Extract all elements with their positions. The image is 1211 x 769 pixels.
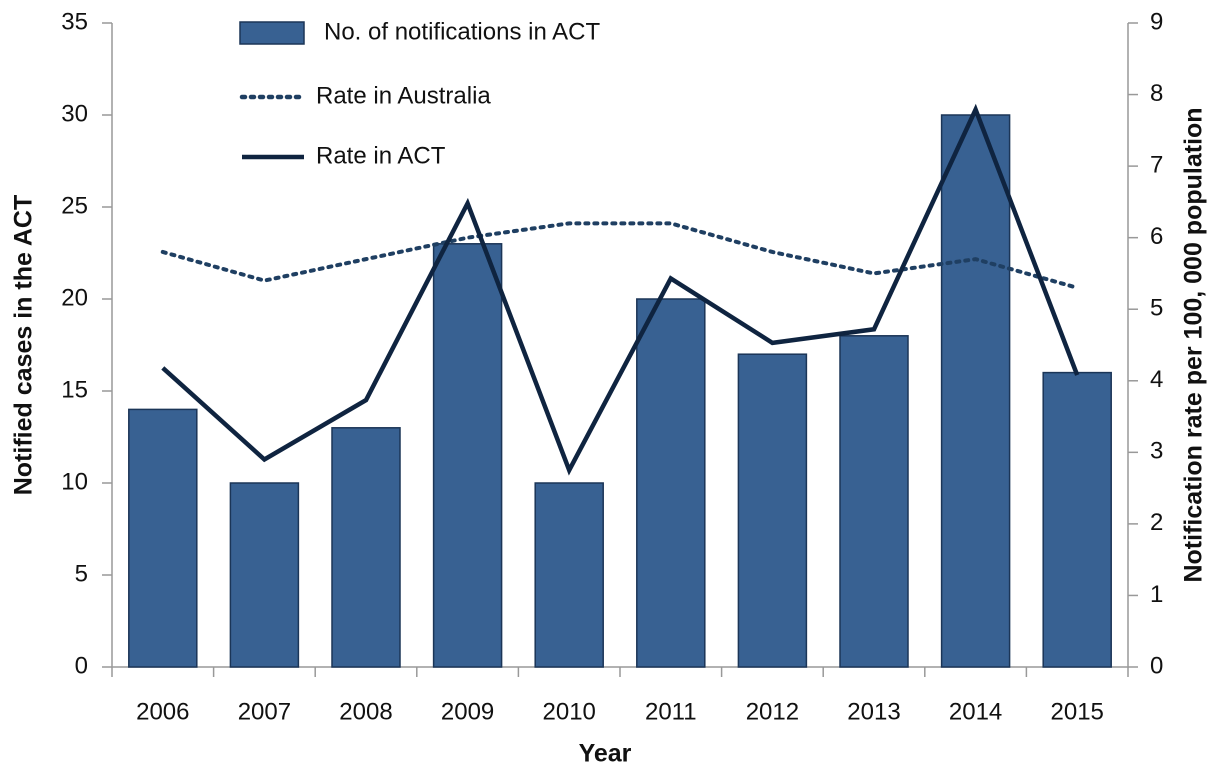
y2-tick-label: 3: [1150, 438, 1163, 465]
bar: [839, 335, 909, 668]
legend-label: No. of notifications in ACT: [324, 18, 600, 45]
y2-tick-label: 8: [1150, 80, 1163, 107]
y-tick-label: 35: [61, 8, 88, 35]
y-tick-label: 20: [61, 284, 88, 311]
legend-label: Rate in ACT: [316, 142, 446, 169]
bar: [229, 482, 300, 668]
x-tick-label: 2015: [1051, 698, 1104, 725]
y-tick-label: 10: [61, 468, 88, 495]
bar: [432, 243, 503, 668]
line: [161, 103, 1080, 476]
x-tick-label: 2009: [441, 698, 494, 725]
y-axis-label: Notified cases in the ACT: [10, 195, 38, 496]
legend-label: Rate in Australia: [316, 82, 491, 109]
bar: [1042, 371, 1112, 668]
x-tick-label: 2006: [136, 698, 189, 725]
y2-tick-label: 7: [1150, 151, 1163, 178]
x-tick-label: 2014: [949, 698, 1002, 725]
x-tick-label: 2007: [238, 698, 291, 725]
y2-tick-label: 4: [1150, 366, 1163, 393]
y2-tick-label: 5: [1150, 295, 1163, 322]
y2-tick-label: 6: [1150, 223, 1163, 250]
y2-axis-label: Notification rate per 100, 000 populatio…: [1180, 107, 1208, 582]
bar: [534, 482, 604, 668]
y-tick-label: 25: [61, 192, 88, 219]
bar: [128, 408, 198, 668]
y2-tick-label: 2: [1150, 509, 1163, 536]
bar: [737, 353, 808, 668]
legend-swatch: [239, 21, 305, 45]
bar: [331, 427, 401, 668]
y-tick-label: 15: [61, 376, 88, 403]
x-tick-label: 2013: [847, 698, 900, 725]
y-tick-label: 0: [75, 652, 88, 679]
x-tick-label: 2010: [543, 698, 596, 725]
y2-tick-label: 0: [1150, 652, 1163, 679]
x-axis-label: Year: [579, 740, 632, 768]
y-tick-label: 30: [61, 100, 88, 127]
x-tick-label: 2008: [339, 698, 392, 725]
y-tick-label: 5: [75, 560, 88, 587]
y2-tick-label: 9: [1150, 8, 1163, 35]
x-tick-label: 2012: [746, 698, 799, 725]
y2-tick-label: 1: [1150, 581, 1163, 608]
bar: [940, 114, 1011, 668]
x-tick-label: 2011: [645, 698, 697, 725]
bar: [636, 298, 706, 668]
line: [160, 221, 1080, 290]
